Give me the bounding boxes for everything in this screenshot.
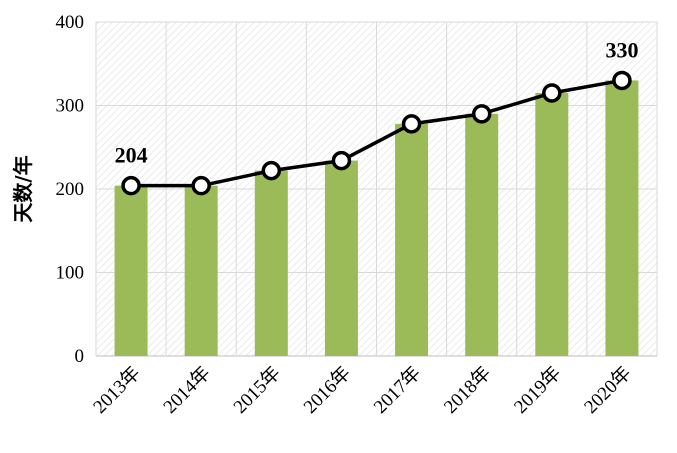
data-label: 330 [605,37,638,62]
y-tick-label: 0 [75,346,85,367]
bar [395,123,429,357]
y-tick-label: 200 [56,179,85,200]
x-axis-ticks: 2013年 2014年 2015年 2016年 2017年 2018年 2019年 2020年 [89,362,636,418]
x-tick-label: 2020年 [580,362,636,418]
x-tick-label: 2016年 [299,362,355,418]
bar-series [114,80,639,357]
y-tick-label: 400 [56,12,85,33]
series-line [131,78,623,188]
line-point [542,83,562,103]
x-tick-label: 2013年 [89,362,145,418]
x-tick-label: 2017年 [369,362,425,418]
data-labels: 204 330 [115,37,639,167]
bar [114,185,148,356]
y-axis-label: 天数/年 [11,155,35,222]
data-label: 204 [115,143,148,168]
line-point [121,175,141,196]
bar [605,80,639,356]
line-point [612,70,632,91]
bar [184,185,218,356]
x-tick-label: 2019年 [509,362,565,418]
bar [465,113,499,356]
y-tick-label: 300 [56,96,85,117]
line-point [331,150,352,171]
x-tick-label: 2015年 [229,362,285,418]
line-series [121,70,632,196]
bar [254,170,288,356]
x-tick-label: 2014年 [159,362,215,418]
y-axis-ticks: 0 100 200 300 400 [56,12,85,367]
line-point [401,114,422,134]
line-point [471,104,492,124]
line-point [261,160,282,181]
x-tick-label: 2018年 [439,362,495,418]
bar [535,92,569,356]
bar [324,160,358,356]
y-tick-label: 100 [56,263,85,284]
line-point [191,175,211,196]
